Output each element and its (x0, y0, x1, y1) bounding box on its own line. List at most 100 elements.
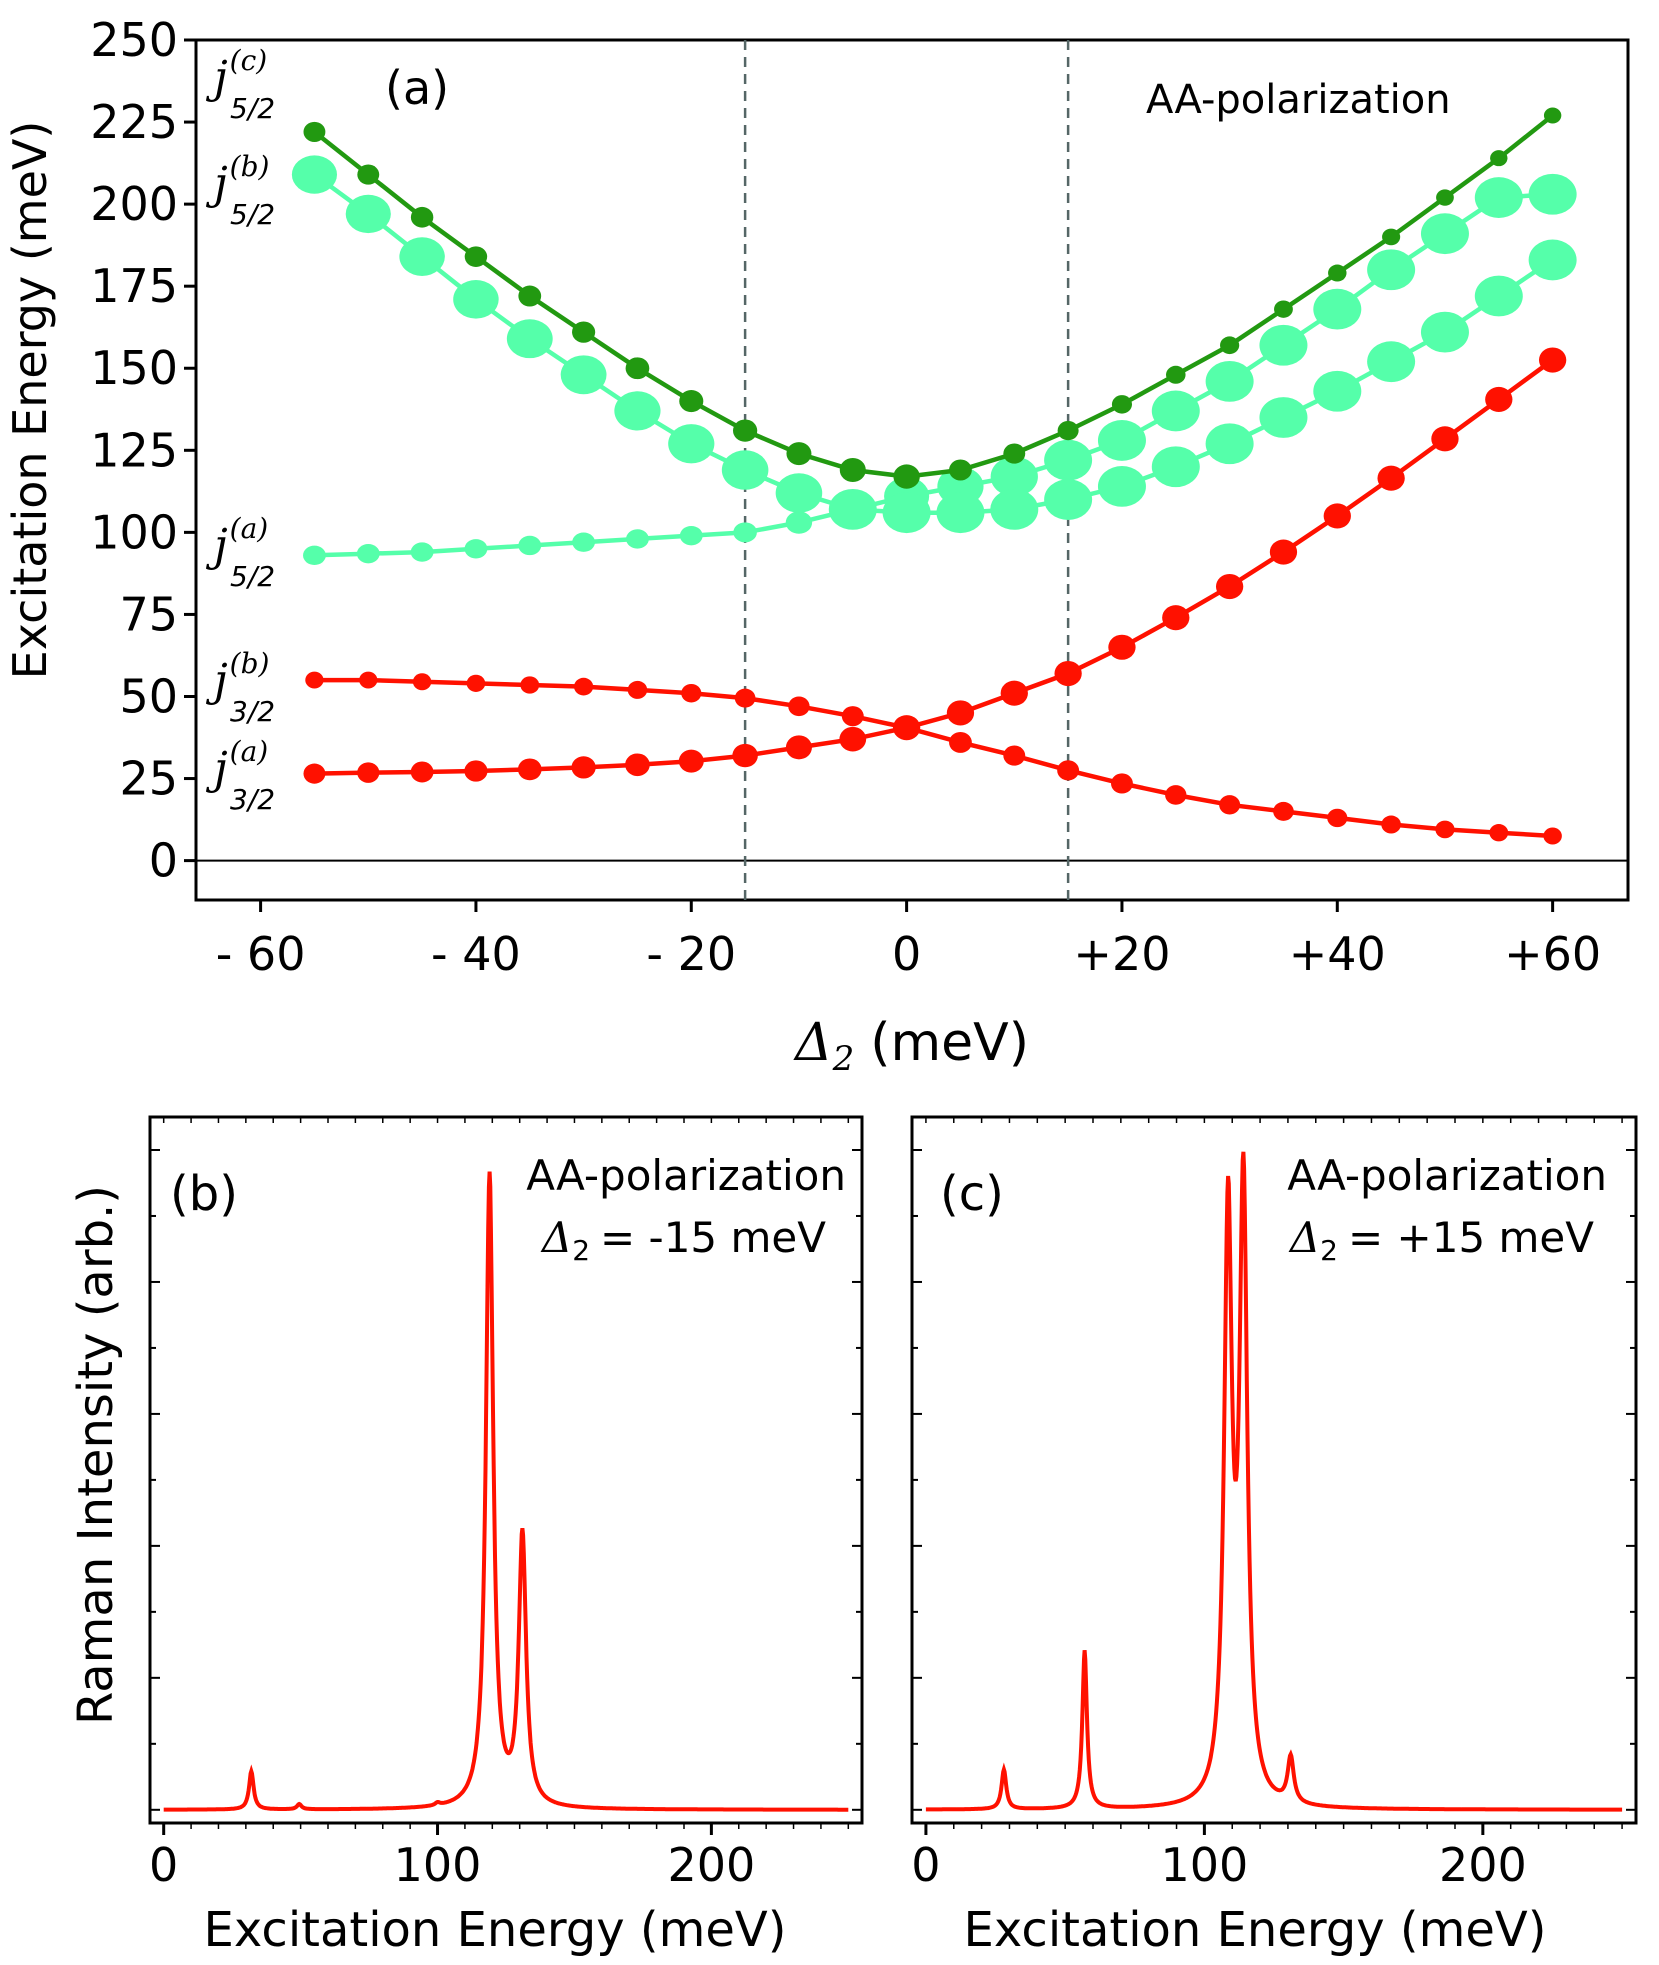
x-tick-label: 0 (892, 927, 921, 981)
data-point (1420, 213, 1469, 255)
data-point (936, 492, 985, 534)
series-label-base: j (205, 743, 228, 794)
x-tick-label: +40 (1289, 927, 1386, 981)
data-point (732, 743, 758, 768)
data-point (678, 749, 704, 773)
data-point (410, 761, 434, 783)
series-j5-2-b- (291, 155, 1577, 534)
data-point (625, 357, 650, 380)
data-point (571, 756, 596, 779)
data-point (1474, 275, 1523, 317)
data-point (1044, 439, 1093, 481)
data-point (399, 237, 445, 276)
panel-c: 0 100 200 (c) AA-polarization Δ2 = +15 meV … (910, 1115, 1638, 1958)
y-tick-label: 0 (149, 834, 178, 888)
data-point (1111, 773, 1133, 794)
data-point (1431, 426, 1459, 452)
panel-b-y-axis-label: Raman Intensity (arb.) (68, 1185, 124, 1725)
panel-b-annotation-delta: Δ2 = -15 meV (540, 1213, 826, 1267)
data-point (1151, 390, 1200, 432)
x-axis-unit: (meV) (870, 1013, 1029, 1073)
data-point (734, 688, 756, 708)
data-point (1000, 680, 1028, 706)
data-point (949, 459, 972, 481)
data-point (1259, 324, 1308, 366)
data-point (572, 532, 596, 552)
data-point (517, 758, 542, 781)
data-point (357, 762, 380, 783)
data-point (1269, 539, 1298, 565)
data-point (1490, 150, 1508, 167)
data-point (464, 539, 488, 559)
data-point (679, 390, 704, 413)
data-point (625, 753, 650, 777)
data-point (1220, 336, 1240, 355)
x-tick-label: 200 (1439, 1838, 1527, 1892)
panel-a-annotation: AA-polarization (1146, 77, 1451, 123)
data-point (949, 731, 972, 753)
data-point (1323, 503, 1351, 529)
data-point (732, 419, 758, 442)
data-point (357, 164, 380, 185)
series-label-subscript: 3/2 (230, 783, 275, 816)
data-point (1003, 443, 1026, 464)
series-line (313, 172, 1554, 515)
data-point (882, 492, 931, 534)
panel-c-delta-subscript: 2 (1320, 1234, 1338, 1267)
panel-a-x-ticks: - 60 - 40 - 20 0 +20 +40 +60 (216, 900, 1601, 981)
data-point (1474, 177, 1523, 218)
series-label-subscript: 5/2 (230, 92, 275, 125)
data-point (1436, 189, 1454, 206)
data-point (518, 285, 542, 307)
panel-b-axes-frame (148, 1115, 864, 1825)
data-point (1543, 827, 1562, 845)
series-label-base: j (205, 52, 228, 103)
x-tick-label: 100 (1160, 1838, 1248, 1892)
panel-c-spectrum-line (925, 1151, 1623, 1812)
data-point (572, 321, 596, 343)
data-point (946, 700, 975, 726)
series-label-subscript: 5/2 (230, 560, 275, 593)
data-point (560, 355, 607, 395)
data-point (1543, 107, 1562, 124)
data-point (345, 194, 391, 234)
series-label-superscript: (b) (230, 150, 270, 183)
x-tick-label: +60 (1504, 927, 1601, 981)
panel-c-label: (c) (940, 1166, 1004, 1222)
data-point (1108, 634, 1136, 660)
data-point (1057, 420, 1079, 441)
y-tick-label: 50 (119, 669, 178, 723)
data-point (626, 529, 649, 549)
data-point (788, 696, 810, 717)
series-line (314, 358, 1554, 776)
data-point (1435, 820, 1455, 839)
data-point (1205, 360, 1254, 402)
data-point (518, 535, 542, 556)
data-point (627, 680, 648, 699)
x-tick-label: - 60 (216, 927, 306, 981)
panel-a-series-labels: j(c)5/2j(b)5/2j(a)5/2j(b)3/2j(a)3/2 (205, 44, 275, 816)
x-tick-label: 0 (149, 1838, 178, 1892)
data-point (786, 442, 812, 466)
panel-a-y-axis-label: Excitation Energy (meV) (3, 121, 57, 680)
data-point (1259, 397, 1308, 438)
data-point (1215, 573, 1244, 600)
data-point (1489, 824, 1509, 842)
data-point (828, 488, 877, 530)
data-point (303, 121, 326, 142)
series-label-base: j (205, 520, 228, 571)
data-point (1151, 446, 1200, 488)
panel-c-annotation-delta: Δ2 = +15 meV (1288, 1213, 1594, 1267)
x-tick-label: +20 (1073, 927, 1170, 981)
panel-a-x-axis-label: Δ2 (meV) (793, 1013, 1029, 1079)
data-point (893, 464, 920, 489)
y-tick-label: 175 (90, 259, 178, 313)
data-point (990, 456, 1038, 497)
panel-b-spectrum-line (163, 1171, 849, 1812)
panel-c-x-axis-label: Excitation Energy (meV) (964, 1902, 1547, 1958)
series-label-base: j (205, 655, 228, 706)
data-point (1003, 745, 1026, 766)
data-point (1057, 760, 1080, 781)
data-point (785, 511, 813, 534)
